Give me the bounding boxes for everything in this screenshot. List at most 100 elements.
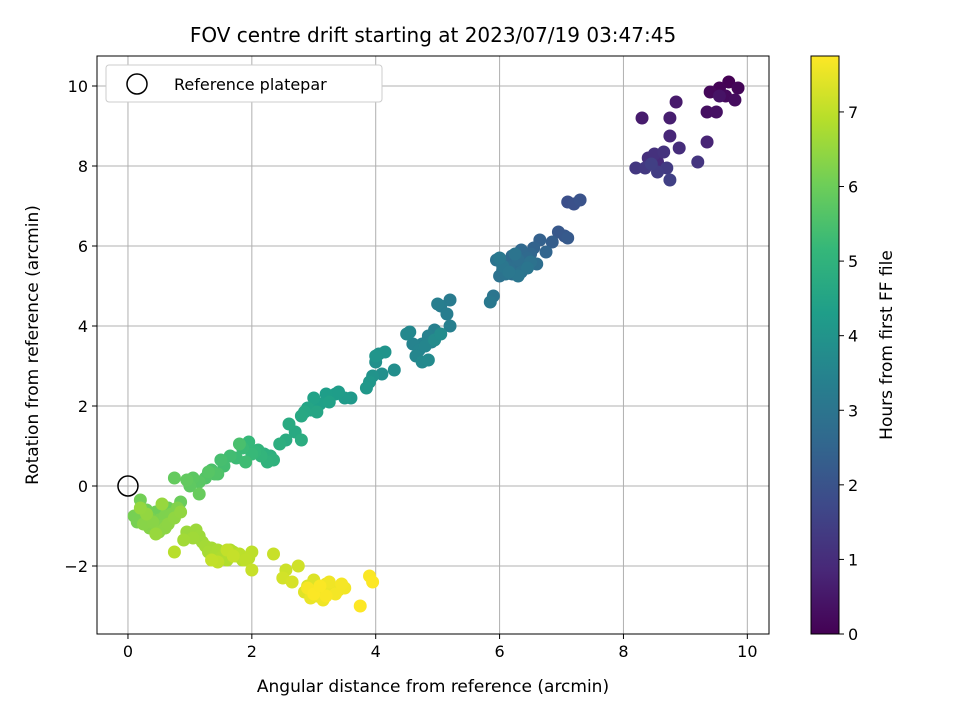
reference-platepar-marker (117, 475, 139, 497)
y-axis-label: Rotation from reference (arcmin) (23, 205, 43, 485)
data-point (443, 293, 457, 307)
data-points (127, 75, 745, 613)
colorbar-tick-label: 3 (848, 401, 858, 420)
colorbar-label: Hours from first FF file (877, 250, 897, 440)
data-point (502, 265, 516, 279)
data-point (285, 575, 299, 589)
data-point (561, 231, 575, 245)
data-point (551, 225, 565, 239)
data-point (149, 527, 163, 541)
colorbar: 0 1 2 3 4 5 6 7 Hours from first FF file (810, 55, 897, 644)
y-tick-label: 0 (78, 477, 88, 496)
data-point (239, 455, 253, 469)
data-point (443, 319, 457, 333)
data-point (508, 247, 522, 261)
legend: Reference platepar (105, 64, 383, 103)
colorbar-tick-label: 1 (848, 550, 858, 569)
data-point (201, 465, 215, 479)
data-point (353, 599, 367, 613)
colorbar-tick-label: 0 (848, 625, 858, 644)
colorbar-tick-label: 2 (848, 476, 858, 495)
data-point (310, 405, 324, 419)
data-point (177, 533, 191, 547)
data-point (691, 155, 705, 169)
x-tick-label: 0 (123, 642, 133, 661)
colorbar-tick-label: 7 (848, 103, 858, 122)
data-point (400, 327, 414, 341)
reference-marker (117, 475, 139, 497)
data-point (672, 141, 686, 155)
data-point (709, 105, 723, 119)
data-point (387, 363, 401, 377)
data-point (366, 575, 380, 589)
data-point (167, 545, 181, 559)
data-point (573, 193, 587, 207)
data-point (700, 135, 714, 149)
data-point (440, 307, 454, 321)
data-point (245, 563, 259, 577)
data-point (493, 251, 507, 265)
colorbar-tick-label: 4 (848, 327, 858, 346)
y-tick-label: 6 (78, 237, 88, 256)
data-point (359, 381, 373, 395)
data-point (232, 437, 246, 451)
y-tick-label: 10 (68, 77, 88, 96)
data-point (545, 235, 559, 249)
colorbar-gradient (810, 55, 840, 635)
data-point (731, 81, 745, 95)
data-point (167, 471, 181, 485)
legend-entry-reference-platepar: Reference platepar (174, 75, 327, 94)
y-tick-label: 8 (78, 157, 88, 176)
data-point (313, 579, 327, 593)
colorbar-ticks: 0 1 2 3 4 5 6 7 (839, 103, 858, 644)
data-point (431, 297, 445, 311)
x-tick-label: 10 (737, 642, 757, 661)
data-point (722, 75, 736, 89)
grid-lines (97, 56, 769, 634)
y-tick-label: −2 (64, 557, 88, 576)
data-point (483, 295, 497, 309)
data-point (421, 353, 435, 367)
x-tick-label: 8 (618, 642, 628, 661)
data-point (307, 391, 321, 405)
plot-frame (96, 55, 770, 635)
data-point (520, 261, 534, 275)
data-point (635, 111, 649, 125)
data-point (155, 497, 169, 511)
data-point (712, 89, 726, 103)
data-point (657, 145, 671, 159)
data-point (669, 95, 683, 109)
data-point (663, 173, 677, 187)
x-tick-label: 4 (371, 642, 381, 661)
legend-box (105, 64, 383, 103)
x-tick-label: 2 (247, 642, 257, 661)
data-point (226, 549, 240, 563)
data-point (728, 93, 742, 107)
data-point (294, 409, 308, 423)
data-point (294, 433, 308, 447)
data-point (418, 339, 432, 353)
data-point (205, 553, 219, 567)
x-tick-label: 6 (494, 642, 504, 661)
data-point (174, 505, 188, 519)
data-point (267, 547, 281, 561)
chart-title: FOV centre drift starting at 2023/07/19 … (190, 23, 676, 47)
data-point (319, 589, 333, 603)
y-tick-label: 2 (78, 397, 88, 416)
colorbar-tick-label: 5 (848, 252, 858, 271)
y-tick-label: 4 (78, 317, 88, 336)
x-axis-label: Angular distance from reference (arcmin) (257, 677, 609, 697)
data-point (133, 501, 147, 515)
data-point (239, 553, 253, 567)
data-point (335, 577, 349, 591)
legend-marker-icon (126, 73, 148, 95)
y-axis-ticks: −2 0 2 4 6 8 10 (64, 77, 97, 576)
data-point (629, 161, 643, 175)
data-point (291, 559, 305, 573)
data-point (644, 157, 658, 171)
data-point (273, 437, 287, 451)
colorbar-tick-label: 6 (848, 178, 858, 197)
data-point (434, 327, 448, 341)
data-point (369, 349, 383, 363)
